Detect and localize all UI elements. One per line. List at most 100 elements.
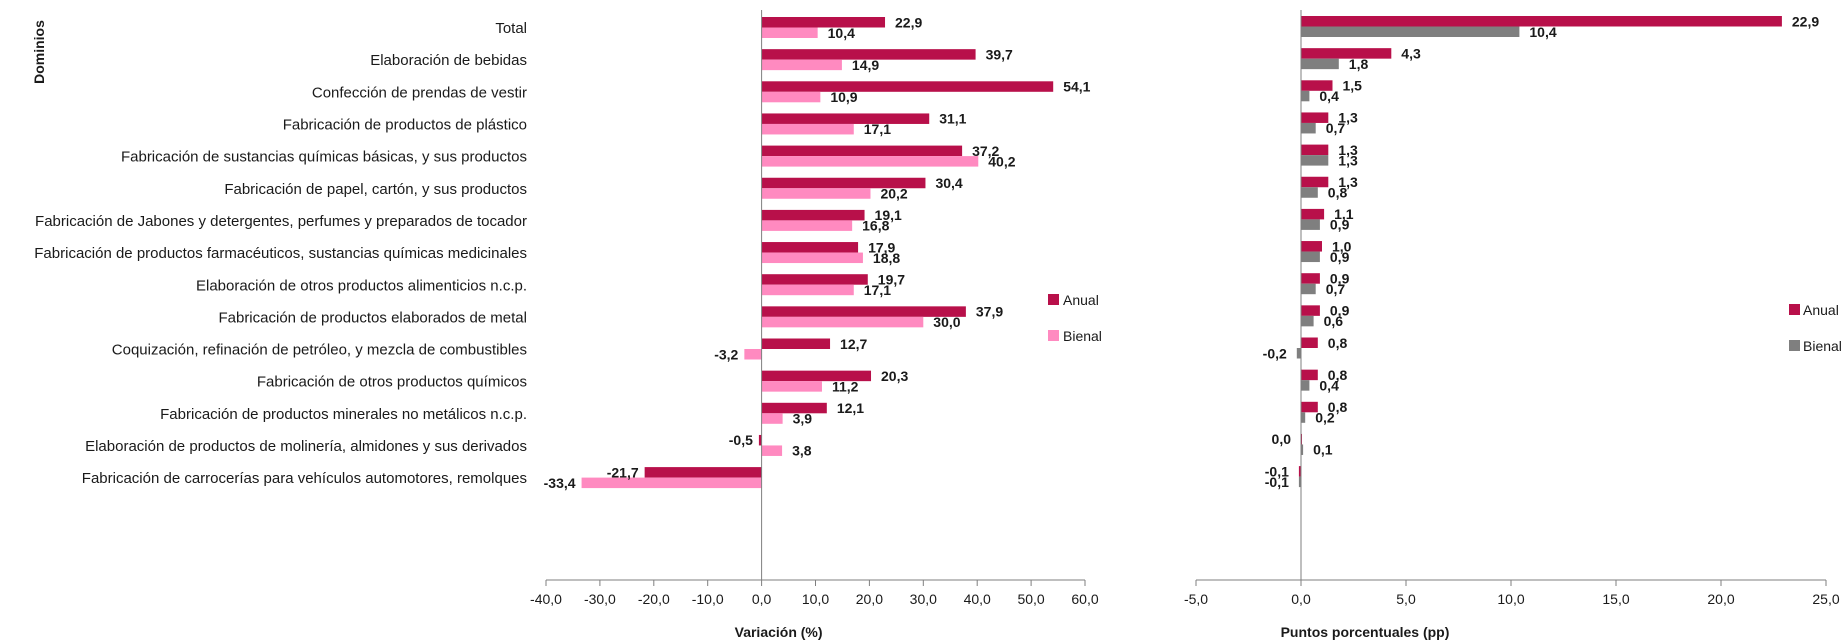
data-label: 1,1: [1334, 206, 1354, 222]
data-label: 19,1: [875, 207, 902, 223]
data-label: 10,4: [828, 25, 855, 41]
bar-bienal: [1301, 315, 1314, 327]
data-label: 18,8: [873, 250, 900, 266]
data-label: -21,7: [607, 464, 639, 480]
data-label: 1,0: [1332, 238, 1352, 254]
bar-bienal: [1301, 122, 1316, 134]
x-tick-label: 20,0: [856, 591, 883, 607]
data-label: 11,2: [832, 378, 859, 394]
data-label: 54,1: [1063, 79, 1090, 95]
bar-anual: [1301, 16, 1782, 27]
data-label: 1,3: [1338, 110, 1358, 126]
data-label: 12,7: [840, 336, 867, 352]
legend-label: Bienal: [1803, 338, 1842, 354]
data-label: 17,9: [868, 239, 895, 255]
data-label: 0,0: [1272, 431, 1292, 447]
data-label: 22,9: [1792, 13, 1819, 29]
bar-anual: [1301, 144, 1329, 156]
category-label: Fabricación de productos elaborados de m…: [218, 309, 527, 326]
data-label: 1,3: [1338, 174, 1358, 190]
data-label: -33,4: [544, 475, 576, 491]
bar-anual: [761, 177, 926, 189]
x-tick-label: 50,0: [1017, 591, 1044, 607]
data-label: 10,4: [1529, 24, 1556, 40]
x-tick-label: 60,0: [1071, 591, 1098, 607]
data-label: 20,2: [880, 186, 907, 202]
bar-anual: [761, 17, 886, 28]
bar-anual: [761, 209, 865, 221]
bar-anual: [1301, 369, 1318, 381]
data-label: 16,8: [862, 218, 889, 234]
x-tick-label: -30,0: [584, 591, 616, 607]
x-tick-label: 30,0: [910, 591, 937, 607]
data-label: 37,9: [976, 304, 1003, 320]
category-label: Fabricación de productos minerales no me…: [160, 406, 527, 423]
bar-anual: [761, 306, 966, 317]
x-tick-label: 0,0: [752, 591, 772, 607]
data-label: 0,7: [1326, 281, 1346, 297]
data-label: 12,1: [837, 400, 864, 416]
data-label: -3,2: [714, 346, 738, 362]
category-label: Fabricación de Jabones y detergentes, pe…: [35, 213, 527, 230]
x-tick-label: 10,0: [802, 591, 829, 607]
data-label: 4,3: [1401, 45, 1421, 61]
bar-bienal: [1301, 187, 1318, 198]
data-label: 31,1: [939, 111, 966, 127]
x-tick-label: 15,0: [1602, 591, 1629, 607]
bar-bienal: [761, 27, 818, 38]
bar-bienal: [761, 381, 822, 392]
data-label: 1,5: [1343, 78, 1363, 94]
category-label: Elaboración de otros productos alimentic…: [196, 277, 527, 294]
bar-anual: [761, 402, 827, 414]
data-label: 0,8: [1328, 185, 1348, 201]
data-label: 0,9: [1330, 270, 1350, 286]
bar-anual: [761, 145, 963, 157]
category-label: Total: [495, 20, 527, 37]
bar-bienal: [761, 188, 871, 199]
data-label: 39,7: [986, 46, 1013, 62]
bar-bienal: [1301, 58, 1339, 70]
bar-bienal: [761, 252, 863, 264]
data-label: 30,4: [935, 175, 962, 191]
bar-bienal: [1301, 412, 1306, 423]
bar-bienal: [1301, 444, 1304, 455]
x-tick-label: 40,0: [964, 591, 991, 607]
bar-anual: [1301, 208, 1325, 220]
data-label: -0,1: [1265, 474, 1289, 490]
data-label: 0,9: [1330, 303, 1350, 319]
category-label: Confección de prendas de vestir: [312, 84, 527, 101]
data-label: 30,0: [933, 314, 960, 330]
bar-anual: [761, 81, 1054, 92]
bar-bienal: [1301, 251, 1320, 263]
data-label: 0,1: [1313, 442, 1333, 458]
legend-swatch: [1789, 340, 1800, 351]
category-label: Elaboración de bebidas: [370, 52, 527, 69]
category-label: Fabricación de papel, cartón, y sus prod…: [224, 181, 527, 198]
x-tick-label: -10,0: [692, 591, 724, 607]
x-tick-label: 0,0: [1291, 591, 1311, 607]
bar-anual: [761, 242, 859, 253]
category-label: Fabricación de carrocerías para vehículo…: [82, 470, 527, 487]
bar-anual: [644, 467, 762, 478]
data-label: 37,2: [972, 143, 999, 159]
data-label: 0,9: [1330, 217, 1350, 233]
bar-bienal: [761, 413, 783, 424]
data-label: 40,2: [988, 153, 1015, 169]
bar-anual: [1301, 401, 1318, 413]
data-label: 14,9: [852, 57, 879, 73]
bar-bienal: [1301, 219, 1320, 230]
data-label: 0,8: [1328, 399, 1348, 415]
category-label: Coquización, refinación de petróleo, y m…: [112, 342, 527, 359]
category-label: Fabricación de otros productos químicos: [257, 374, 527, 391]
bar-anual: [1301, 112, 1329, 123]
data-label: 10,9: [830, 89, 857, 105]
bar-bienal: [761, 445, 783, 456]
bar-anual: [761, 274, 868, 285]
data-label: 0,8: [1328, 367, 1348, 383]
bar-bienal: [1301, 155, 1329, 166]
category-label: Fabricación de sustancias químicas básic…: [121, 149, 527, 166]
bar-anual: [1301, 241, 1322, 252]
data-label: 0,9: [1330, 249, 1350, 265]
y-axis-title: Dominios: [31, 20, 47, 84]
